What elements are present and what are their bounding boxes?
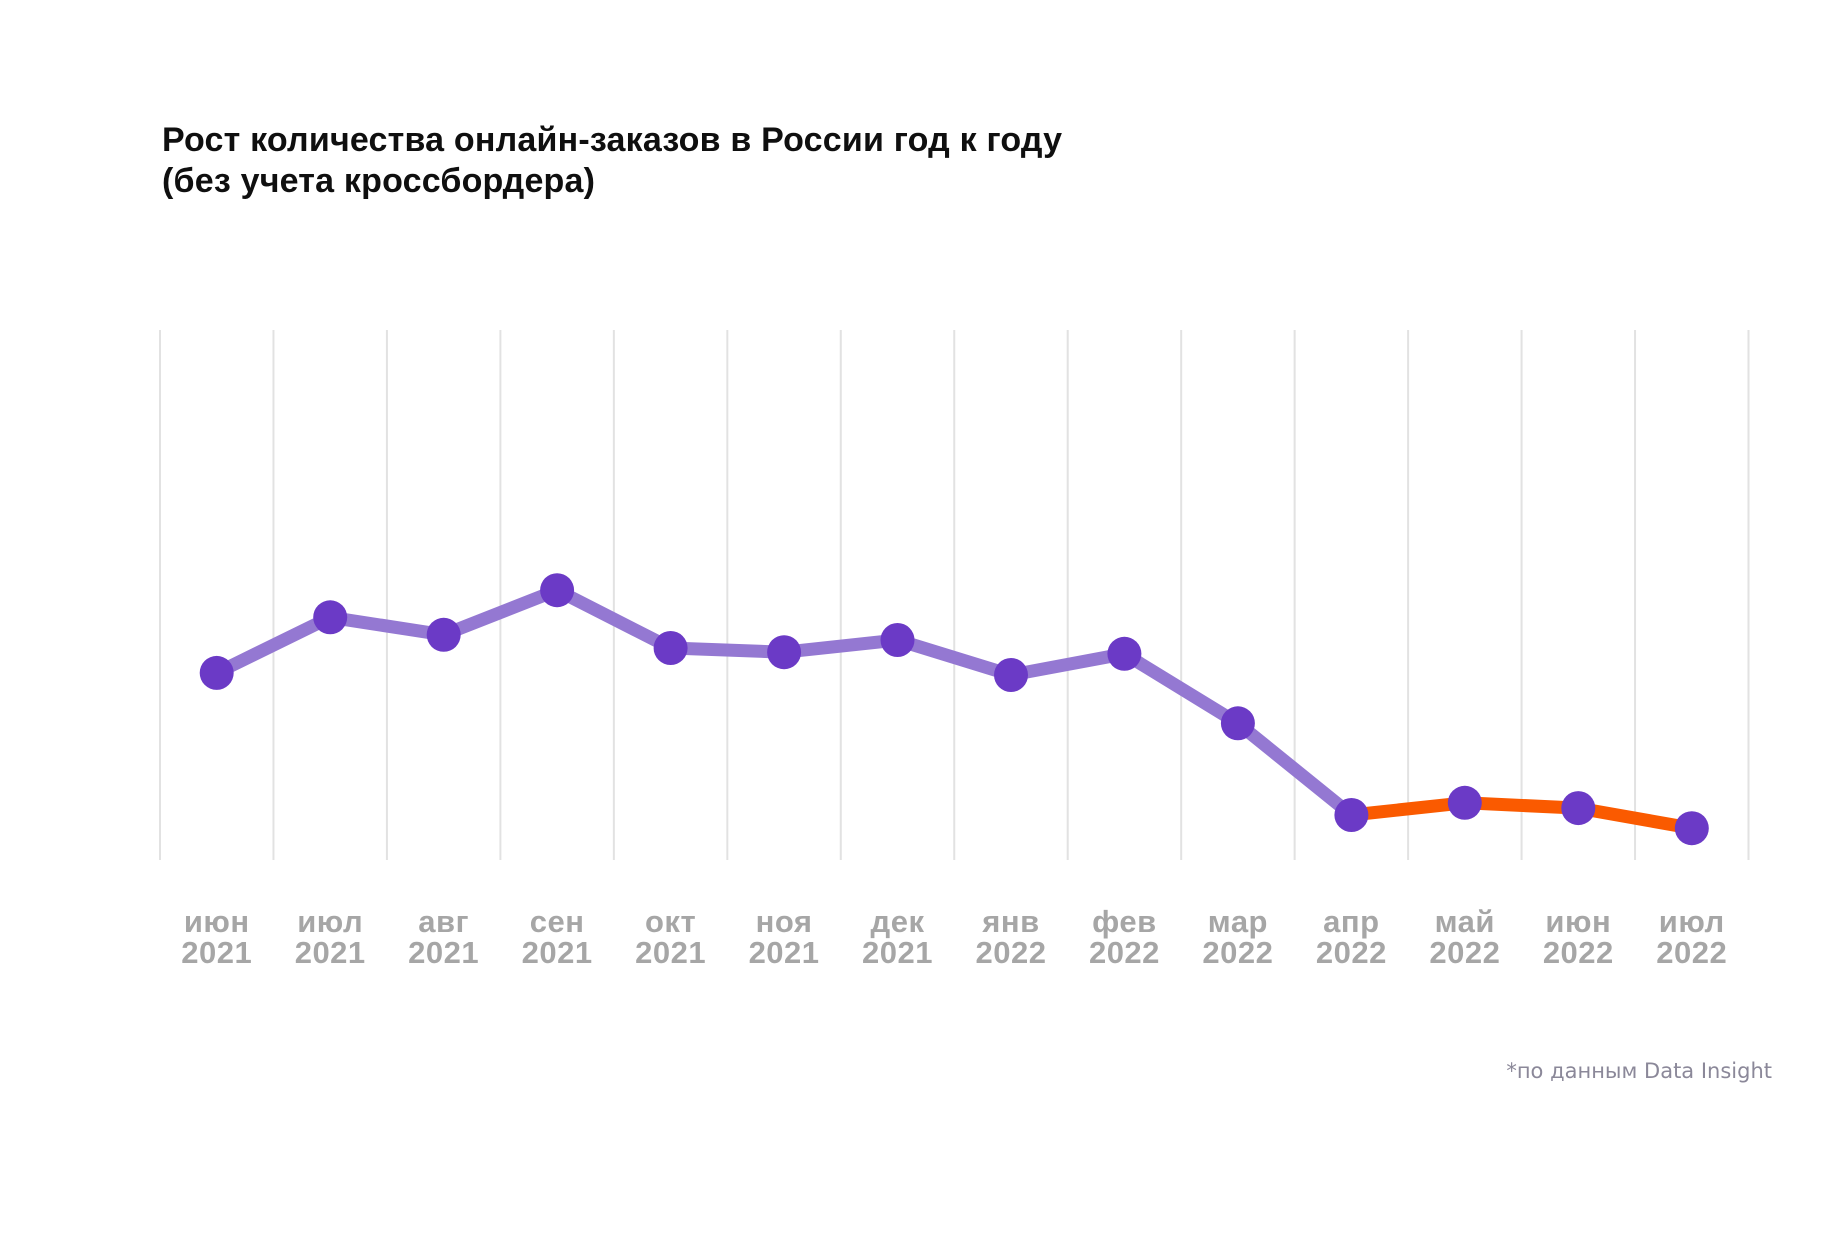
source-note: *по данным Data Insight — [1506, 1059, 1772, 1083]
x-axis-label-year: 2022 — [1088, 935, 1160, 970]
x-axis-label-month: апр — [1323, 904, 1380, 939]
x-axis-label-month: май — [1434, 904, 1495, 939]
data-point-сен-2021 — [540, 573, 575, 608]
x-axis-label-month: сен — [529, 904, 585, 939]
x-axis-label-июн-2021: июн 2021 — [137, 906, 297, 968]
x-axis-label-май-2022: май 2022 — [1385, 906, 1545, 968]
x-axis-label-month: июн — [1545, 904, 1612, 939]
x-axis-label-month: янв — [982, 904, 1040, 939]
x-axis-label-мар-2022: мар 2022 — [1158, 906, 1318, 968]
data-point-авг-2021 — [426, 617, 461, 652]
x-axis-label-year: 2021 — [294, 935, 366, 970]
chart-title-line2: (без учета кроссбордера) — [162, 162, 596, 200]
x-axis-label-year: 2022 — [1202, 935, 1274, 970]
x-axis-label-month: дек — [870, 904, 925, 939]
x-axis-label-month: июл — [297, 904, 364, 939]
data-point-май-2022 — [1447, 785, 1482, 820]
data-point-фев-2022 — [1107, 636, 1142, 671]
data-point-июл-2022 — [1674, 811, 1709, 846]
x-axis-label-year: 2021 — [408, 935, 480, 970]
x-axis-label-year: 2022 — [1429, 935, 1501, 970]
x-axis-label-month: авг — [418, 904, 470, 939]
x-axis-label-янв-2022: янв 2022 — [931, 906, 1091, 968]
x-axis-label-авг-2021: авг 2021 — [364, 906, 524, 968]
x-axis-label-ноя-2021: ноя 2021 — [704, 906, 864, 968]
x-axis-label-month: фев — [1092, 904, 1157, 939]
x-axis-label-year: 2021 — [635, 935, 707, 970]
gridlines — [159, 330, 1750, 860]
chart-title: Рост количества онлайн-заказов в России … — [162, 120, 1062, 202]
x-axis-label-year: 2021 — [181, 935, 253, 970]
x-axis-label-year: 2022 — [1542, 935, 1614, 970]
x-axis-label-июн-2022: июн 2022 — [1498, 906, 1658, 968]
series-line-highlight — [1344, 796, 1699, 835]
data-points — [199, 573, 1709, 846]
x-axis-label-year: 2022 — [975, 935, 1047, 970]
x-axis-label-month: июл — [1658, 904, 1725, 939]
x-axis-label-июл-2021: июл 2021 — [250, 906, 410, 968]
data-point-июн-2022 — [1561, 791, 1596, 826]
x-axis-label-month: ноя — [755, 904, 813, 939]
x-axis-label-year: 2021 — [748, 935, 820, 970]
x-axis-label-month: июн — [183, 904, 250, 939]
x-axis-label-фев-2022: фев 2022 — [1044, 906, 1204, 968]
data-point-июн-2021 — [199, 655, 234, 690]
x-axis-label-сен-2021: сен 2021 — [477, 906, 637, 968]
data-point-ноя-2021 — [767, 635, 802, 670]
x-axis-label-month: окт — [645, 904, 697, 939]
x-axis-label-дек-2021: дек 2021 — [818, 906, 978, 968]
data-point-янв-2022 — [994, 658, 1028, 692]
data-point-дек-2021 — [880, 623, 915, 657]
x-axis-label-year: 2021 — [521, 935, 593, 970]
x-axis-label-year: 2022 — [1656, 935, 1728, 970]
data-point-июл-2021 — [313, 600, 348, 635]
data-point-мар-2022 — [1220, 706, 1255, 741]
data-point-окт-2021 — [653, 631, 688, 665]
data-point-апр-2022 — [1334, 798, 1369, 832]
x-axis-label-year: 2021 — [862, 935, 933, 970]
x-axis-label-month: мар — [1207, 904, 1268, 939]
chart-title-line1: Рост количества онлайн-заказов в России … — [162, 121, 1063, 159]
x-axis-label-year: 2022 — [1315, 935, 1387, 970]
x-axis-label-окт-2021: окт 2021 — [591, 906, 751, 968]
x-axis-label-июл-2022: июл 2022 — [1612, 906, 1772, 968]
x-axis-label-апр-2022: апр 2022 — [1271, 906, 1431, 968]
